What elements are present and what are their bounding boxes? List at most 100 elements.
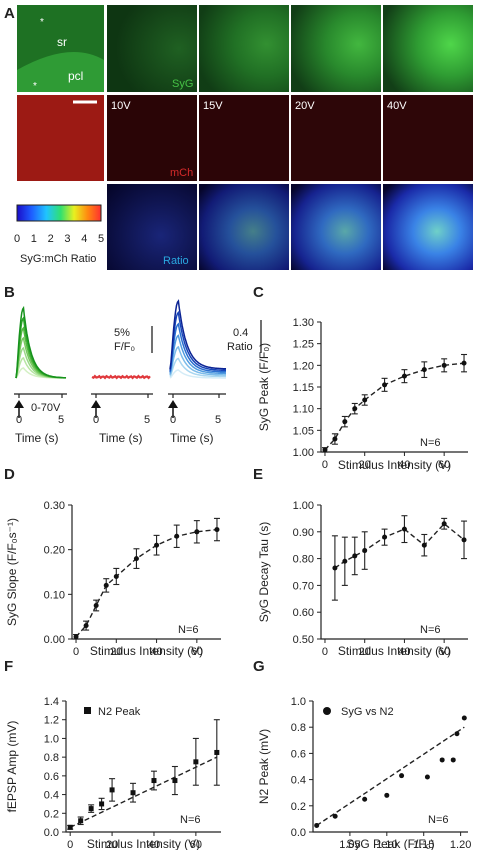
ytick-label: 0.2 [44, 808, 59, 820]
scale-ratio-unit: Ratio [227, 341, 253, 353]
trace-plot-ratio: 0 5 Time (s) [168, 299, 227, 445]
mch-image-20v [291, 95, 381, 181]
data-point [214, 749, 220, 755]
ytick-label: 0.2 [291, 801, 306, 813]
data-point [103, 582, 109, 588]
star-marker-top: * [40, 17, 44, 28]
legend-label: N2 Peak [98, 706, 141, 718]
y-axis-title: N2 Peak (mV) [257, 729, 271, 804]
data-point [401, 526, 407, 532]
xtick-b1-5: 5 [58, 414, 64, 426]
panel-label-e: E [253, 466, 263, 483]
data-point [174, 533, 180, 539]
data-point [401, 373, 407, 379]
xtick-label: 0 [322, 459, 328, 471]
ytick-label: 0.80 [293, 554, 314, 566]
ytick-label: 0.50 [293, 634, 314, 646]
ytick-label: 0.0 [44, 827, 59, 839]
ytick-label: 1.30 [293, 317, 314, 329]
ratio-trace [169, 299, 227, 370]
data-point [441, 362, 447, 368]
axis-lines [71, 505, 221, 640]
scale-ratio-value: 0.4 [233, 327, 248, 339]
data-point [73, 634, 79, 640]
data-point [424, 774, 430, 780]
xtick-label: 0 [67, 839, 73, 850]
syg-dark-region [17, 5, 104, 70]
data-point [382, 534, 388, 540]
ytick-label: 1.0 [44, 733, 59, 745]
y-axis-title: fEPSP Amp (mV) [5, 721, 19, 813]
x-axis-title: Stimulus Intensity (V) [90, 644, 203, 658]
data-point [352, 406, 358, 412]
data-point [99, 801, 105, 807]
mch-reference-image [17, 95, 104, 181]
y-axis-title: SyG Peak (F/F₀) [257, 343, 271, 431]
xtick-label: 1.05 [339, 839, 360, 850]
data-point [332, 813, 338, 819]
voltage-label-10v: 10V [111, 100, 131, 112]
xtick-label: 40 [148, 839, 160, 850]
data-point [421, 542, 427, 548]
ytick-label: 1.05 [293, 425, 314, 437]
xtick-b3-5: 5 [215, 414, 221, 426]
ytick-label: 0.6 [291, 748, 306, 760]
data-point [172, 778, 178, 784]
data-point [67, 824, 73, 830]
n-annotation: N=6 [420, 624, 441, 636]
xtick-label: 1.20 [450, 839, 471, 850]
chart-syg-decay-tau: 0.50 0.60 0.70 0.80 0.90 1.00 0 20 40 60Stimulus … [257, 500, 468, 658]
fit-line [69, 756, 218, 828]
xlabel-b1: Time (s) [15, 431, 59, 445]
xtick-label: 40 [398, 646, 410, 658]
n-annotation: N=6 [428, 814, 449, 826]
ytick-label: 0.0 [291, 827, 306, 839]
axis-lines [312, 701, 468, 833]
data-point [342, 419, 348, 425]
ytick-label: 1.2 [44, 715, 59, 727]
row-label-ratio: Ratio [163, 255, 189, 267]
data-point [461, 715, 467, 721]
stim-arrow-ratio [168, 400, 178, 408]
trace-plot-syg: 0-70V 0 5 Time (s) [14, 305, 67, 445]
data-point [441, 521, 447, 527]
ytick-label: 1.00 [293, 500, 314, 512]
ytick-label: 0.8 [291, 722, 306, 734]
x-axis-title: Stimulus Intensity (V) [338, 458, 451, 472]
panel-label-d: D [4, 466, 15, 483]
data-point [384, 792, 390, 798]
ytick-label: 1.15 [293, 382, 314, 394]
data-point [78, 818, 84, 824]
scale-syg-unit: F/F₀ [114, 341, 135, 353]
ratio-trace [169, 310, 226, 372]
mch-trace [91, 374, 151, 380]
y-axis-title: SyG Decay Tau (s) [257, 522, 271, 622]
colorbar-tick: 0 [14, 233, 20, 245]
data-point [194, 529, 200, 535]
ytick-label: 1.20 [293, 360, 314, 372]
voltage-label-15v: 15V [203, 100, 223, 112]
panel-label-g: G [253, 658, 265, 675]
voltage-label-40v: 40V [387, 100, 407, 112]
ytick-label: 1.4 [44, 696, 59, 708]
n-annotation: N=6 [180, 814, 201, 826]
ratio-colorbar [16, 204, 102, 222]
colorbar-label: SyG:mCh Ratio [20, 253, 96, 265]
fit-line [75, 528, 218, 638]
data-point [193, 759, 199, 765]
chart-n2-vs-syg: 0.0 0.2 0.4 0.6 0.8 1.0 1.05 1.10 1.15 1.20 SyG Pe… [257, 696, 471, 850]
data-point [113, 573, 119, 579]
ytick-label: 0.90 [293, 527, 314, 539]
mch-image-10v [107, 95, 197, 181]
xtick-label: 60 [190, 839, 202, 850]
xlabel-b3: Time (s) [170, 431, 214, 445]
xtick-b1-0: 0 [16, 414, 22, 426]
xtick-b2-5: 5 [144, 414, 150, 426]
xtick-label: 60 [191, 646, 203, 658]
data-point [88, 806, 94, 812]
ytick-label: 1.0 [291, 696, 306, 708]
ytick-label: 0.60 [293, 607, 314, 619]
data-point [214, 527, 220, 533]
y-axis-title: SyG Slope (F/F₀s⁻¹) [5, 518, 19, 626]
